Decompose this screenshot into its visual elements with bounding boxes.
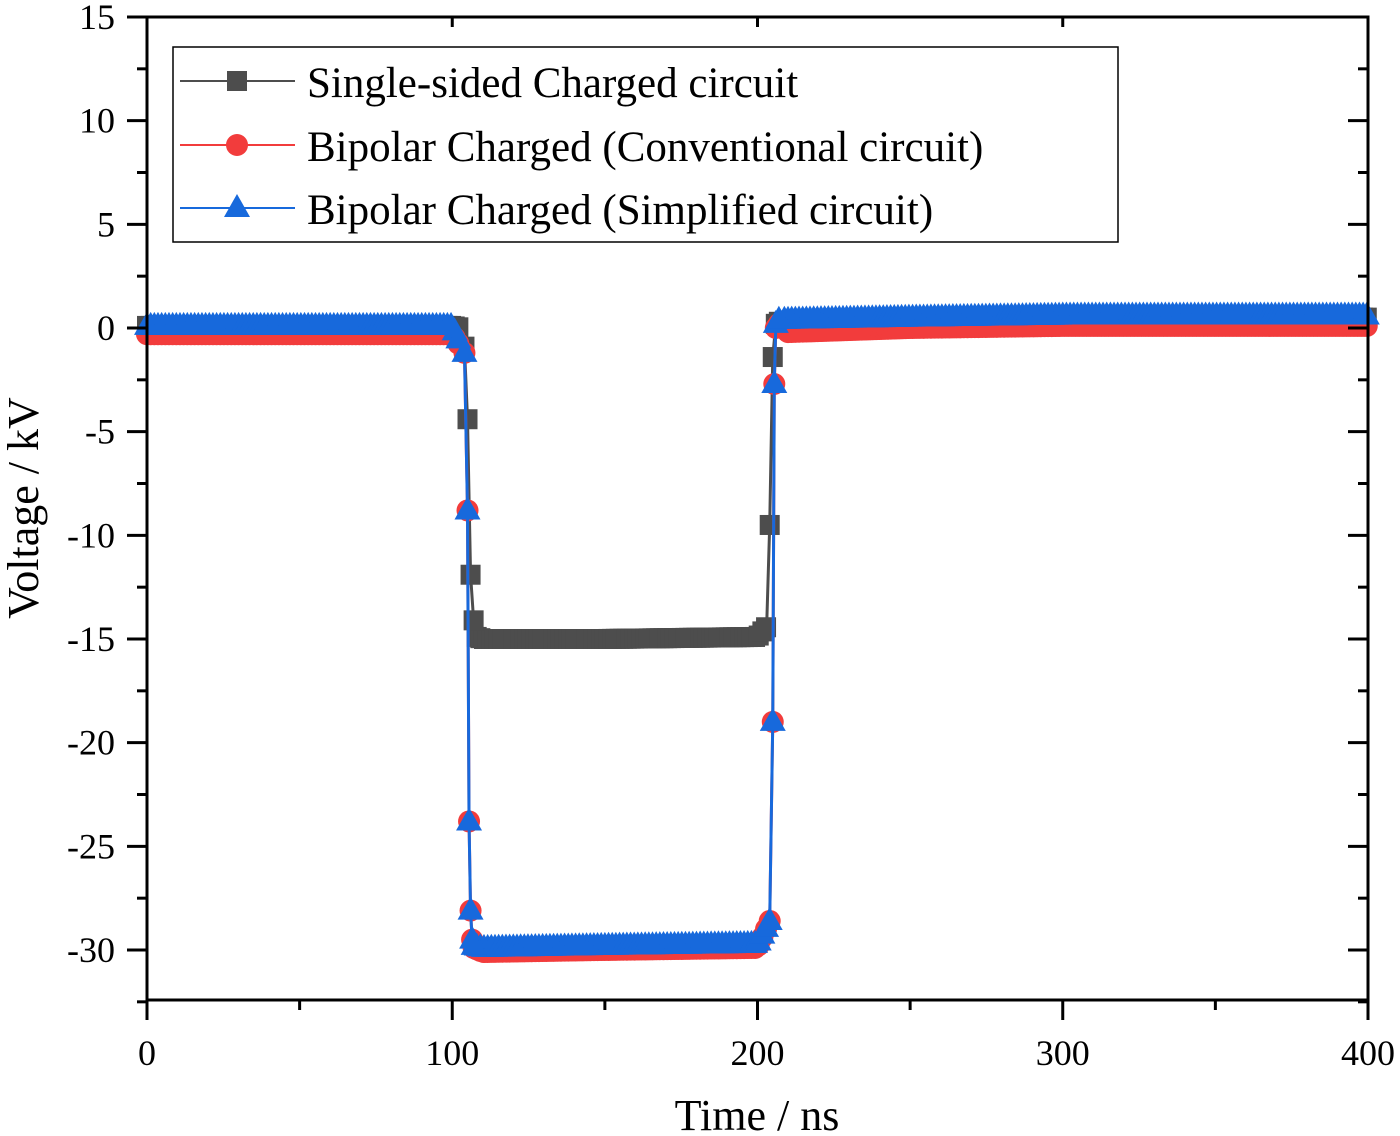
y-tick-label: 10 xyxy=(79,101,115,141)
y-tick-label: -10 xyxy=(67,515,115,555)
legend-item-bipolar-conventional: Bipolar Charged (Conventional circuit) xyxy=(180,124,983,171)
triangle-marker-icon xyxy=(224,194,250,217)
legend: Single-sided Charged circuit Bipolar Cha… xyxy=(172,46,1119,243)
legend-item-bipolar-simplified: Bipolar Charged (Simplified circuit) xyxy=(180,187,933,234)
x-tick-label: 200 xyxy=(731,1033,785,1073)
x-tick-label: 0 xyxy=(138,1033,156,1073)
axes: 15 10 5 0 -5 -10 -15 -20 -25 -30 0 100 200 300 400 xyxy=(67,0,1395,1073)
y-tick-label: 15 xyxy=(79,0,115,37)
x-tick-label: 300 xyxy=(1036,1033,1090,1073)
x-tick-label: 400 xyxy=(1341,1033,1395,1073)
series-layer xyxy=(134,301,1380,964)
y-tick-label: 5 xyxy=(97,204,115,244)
y-tick-label: -20 xyxy=(67,723,115,763)
legend-box xyxy=(172,46,1119,243)
circle-marker-icon xyxy=(226,134,248,156)
y-tick-label: 0 xyxy=(97,308,115,348)
x-tick-label: 100 xyxy=(425,1033,479,1073)
y-tick-label: -15 xyxy=(67,619,115,659)
y-tick-label: -25 xyxy=(67,826,115,866)
y-tick-label: -5 xyxy=(85,412,115,452)
x-axis-title: Time / ns xyxy=(675,1091,840,1136)
series-triangle xyxy=(134,301,1380,957)
legend-label: Single-sided Charged circuit xyxy=(307,60,798,107)
series-square xyxy=(137,307,1377,649)
legend-item-single-sided: Single-sided Charged circuit xyxy=(180,60,798,107)
y-axis-title: Voltage / kV xyxy=(0,397,48,619)
legend-label: Bipolar Charged (Conventional circuit) xyxy=(307,124,983,171)
legend-label: Bipolar Charged (Simplified circuit) xyxy=(307,187,933,234)
y-tick-label: -30 xyxy=(67,930,115,970)
square-marker-icon xyxy=(227,71,247,91)
